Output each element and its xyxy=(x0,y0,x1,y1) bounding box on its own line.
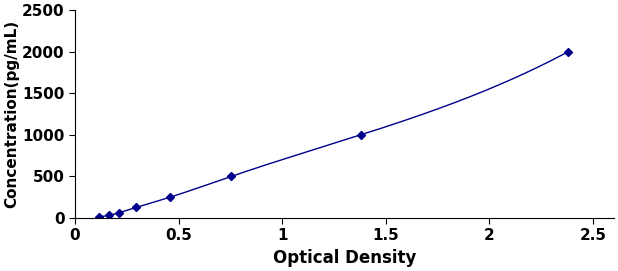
Y-axis label: Concentration(pg/mL): Concentration(pg/mL) xyxy=(4,20,19,208)
X-axis label: Optical Density: Optical Density xyxy=(273,249,416,267)
